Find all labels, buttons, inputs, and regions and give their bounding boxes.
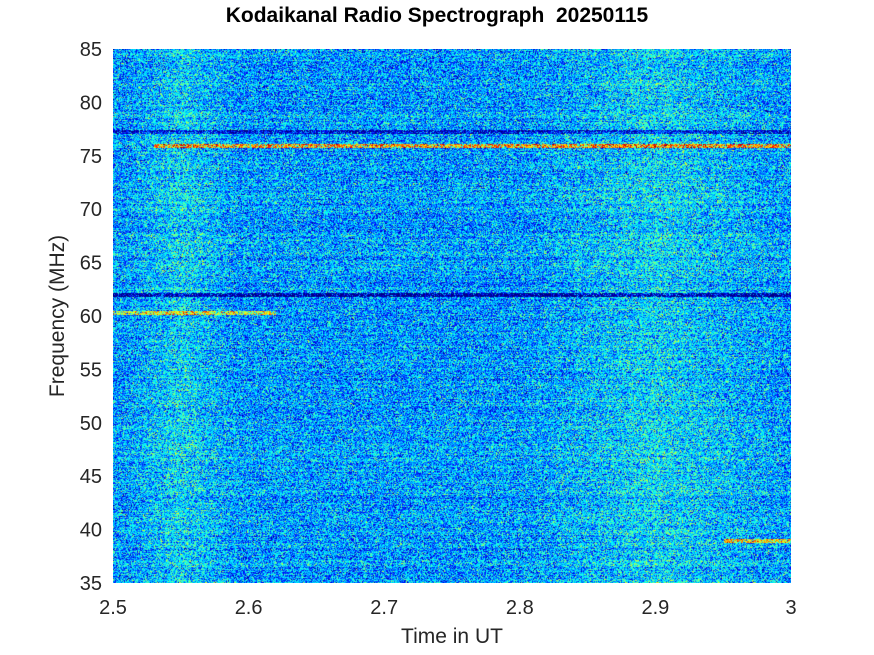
x-tick-label: 2.7 [370,597,398,619]
y-tick-label: 60 [80,306,102,328]
y-tick-label: 35 [80,573,102,595]
chart-title: Kodaikanal Radio Spectrograph 20250115 [225,4,649,27]
x-tick-label: 2.8 [506,597,534,619]
spectrogram-heatmap [113,49,791,583]
y-tick-label: 45 [80,466,102,488]
y-axis-label: Frequency (MHz) [46,235,69,397]
plot-area [113,49,791,583]
y-tick-label: 75 [80,146,102,168]
x-tick-label: 2.9 [641,597,669,619]
x-tick-label: 3 [785,597,796,619]
y-axis-ticks: 35 40 45 50 55 60 65 70 75 80 85 [80,39,102,595]
x-axis-ticks: 2.5 2.6 2.7 2.8 2.9 3 [99,597,796,619]
y-tick-label: 65 [80,253,102,275]
y-tick-label: 70 [80,199,102,221]
y-tick-label: 40 [80,520,102,542]
y-tick-label: 80 [80,92,102,114]
y-tick-label: 55 [80,359,102,381]
y-tick-label: 85 [80,39,102,61]
x-tick-label: 2.5 [99,597,127,619]
x-tick-label: 2.6 [235,597,263,619]
y-tick-label: 50 [80,413,102,435]
x-axis-label: Time in UT [401,625,503,648]
